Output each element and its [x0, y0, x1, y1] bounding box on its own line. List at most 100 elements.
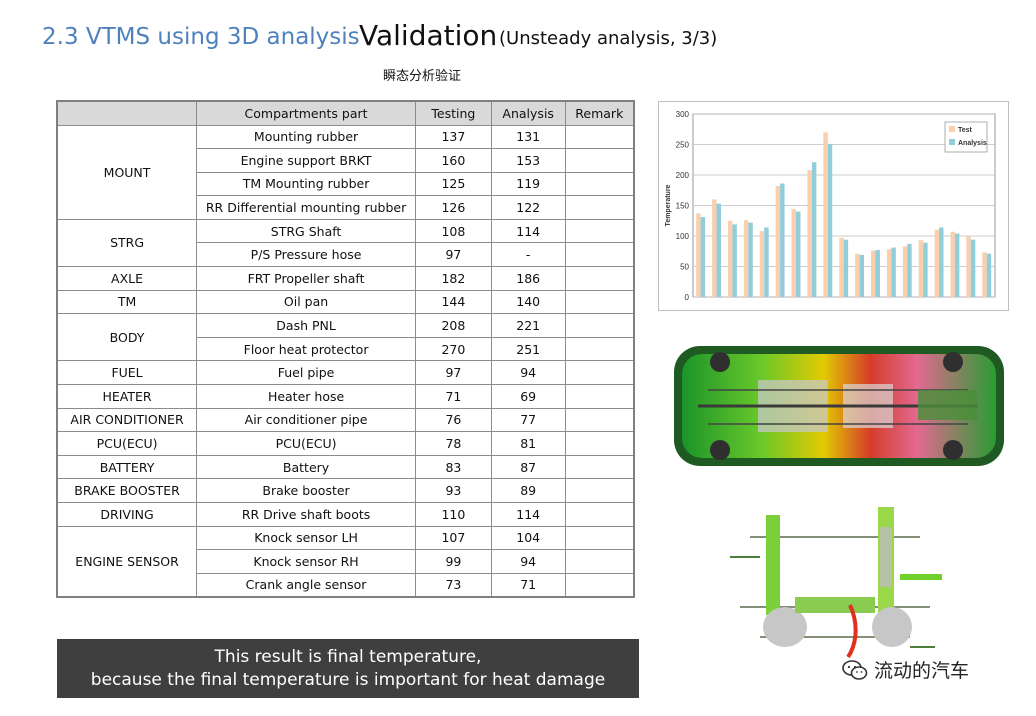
- part-cell: Air conditioner pipe: [196, 407, 417, 433]
- suspension-thermal-image: [730, 507, 942, 659]
- remark-cell: [564, 431, 635, 456]
- table-row: Crank angle sensor 73 71: [57, 572, 635, 598]
- remark-cell: [564, 336, 635, 362]
- table-row: TM Mounting rubber 125 119: [57, 171, 635, 197]
- test-bar: [823, 132, 828, 297]
- y-tick-label: 200: [676, 171, 690, 180]
- analysis-cell: 87: [490, 454, 566, 480]
- analysis-bar: [859, 254, 865, 297]
- analysis-cell: 186: [490, 266, 566, 291]
- remark-cell: [564, 384, 635, 409]
- test-bar: [791, 209, 796, 297]
- analysis-bar: [764, 227, 769, 297]
- analysis-cell: 131: [490, 124, 566, 150]
- test-bar: [855, 253, 860, 297]
- test-bar: [918, 240, 924, 297]
- remark-cell: [564, 124, 635, 150]
- testing-cell: 125: [415, 171, 492, 197]
- remark-cell: [564, 360, 635, 386]
- legend-swatch: [949, 126, 955, 132]
- category-cell: AIR CONDITIONER: [56, 407, 198, 433]
- page-subtitle: (Unsteady analysis, 3/3): [499, 28, 718, 49]
- y-axis-label: Temperature: [665, 184, 672, 226]
- table-row: STRG STRG Shaft 108 114: [56, 218, 635, 268]
- conclusion-note: This result is final temperature, becaus…: [57, 639, 639, 698]
- analysis-cell: 114: [490, 218, 566, 244]
- analysis-cell: -: [490, 242, 566, 268]
- analysis-bar: [780, 183, 785, 297]
- testing-cell: 99: [415, 549, 492, 574]
- analysis-bar: [732, 224, 737, 297]
- test-bar: [886, 249, 892, 297]
- testing-cell: 108: [415, 218, 492, 244]
- testing-cell: 144: [415, 289, 492, 315]
- part-cell: RR Drive shaft boots: [196, 502, 417, 527]
- analysis-bar: [923, 242, 928, 297]
- category-cell: FUEL: [56, 360, 198, 386]
- remark-cell: [564, 148, 635, 173]
- analysis-bar: [970, 239, 976, 297]
- part-cell: RR Differential mounting rubber: [196, 195, 417, 220]
- category-cell: TM: [56, 289, 198, 315]
- table-row: DRIVING RR Drive shaft boots 110 114: [56, 502, 635, 527]
- header-analysis: Analysis: [490, 100, 566, 126]
- part-cell: PCU(ECU): [196, 431, 417, 456]
- remark-cell: [564, 266, 635, 291]
- analysis-bar: [795, 211, 801, 297]
- section-title: 2.3 VTMS using 3D analysis: [42, 24, 360, 50]
- testing-cell: 73: [415, 572, 492, 598]
- test-bar: [743, 220, 749, 297]
- testing-cell: 83: [415, 454, 492, 480]
- car-underbody-thermal-image: [674, 346, 1004, 466]
- table-row: BRAKE BOOSTER Brake booster 93 89: [56, 478, 635, 503]
- testing-cell: 71: [415, 384, 492, 409]
- test-bar: [950, 231, 955, 297]
- header-blank: [56, 100, 198, 126]
- legend-label: Analysis: [958, 140, 987, 147]
- analysis-bar: [827, 143, 833, 297]
- part-cell: STRG Shaft: [196, 218, 417, 244]
- table-row: FUEL Fuel pipe 97 94: [56, 360, 635, 386]
- test-bar: [807, 170, 812, 297]
- category-cell: STRG: [56, 218, 198, 268]
- table-row: RR Differential mounting rubber 126 122: [57, 195, 635, 220]
- analysis-cell: 81: [490, 431, 566, 456]
- category-cell: HEATER: [56, 384, 198, 409]
- remark-cell: [564, 407, 635, 433]
- category-cell: PCU(ECU): [56, 431, 198, 456]
- legend-swatch: [949, 139, 955, 145]
- table-header-row: Compartments part Testing Analysis Remar…: [56, 100, 635, 126]
- remark-cell: [564, 572, 635, 598]
- table-row: HEATER Heater hose 71 69: [56, 384, 635, 409]
- y-tick-label: 50: [680, 263, 689, 272]
- category-cell: BRAKE BOOSTER: [56, 478, 198, 503]
- part-cell: TM Mounting rubber: [196, 171, 417, 197]
- watermark-text: 流动的汽车: [874, 660, 970, 682]
- analysis-bar: [843, 239, 849, 297]
- y-tick-label: 150: [676, 202, 690, 211]
- remark-cell: [564, 242, 635, 268]
- category-cell: DRIVING: [56, 502, 198, 527]
- remark-cell: [564, 289, 635, 315]
- table-row: BODY Dash PNL 208 221: [56, 313, 635, 362]
- test-bar: [982, 252, 987, 297]
- header-part: Compartments part: [196, 100, 417, 126]
- analysis-cell: 77: [490, 407, 566, 433]
- chart-svg: 0 50 100 150 200 250 300 Temperature Test Analysi…: [665, 110, 996, 302]
- analysis-cell: 153: [490, 148, 566, 173]
- note-line-1: This result is final temperature,: [214, 647, 482, 667]
- testing-cell: 78: [415, 431, 492, 456]
- analysis-bar: [891, 247, 896, 297]
- test-bar: [839, 237, 844, 297]
- testing-cell: 126: [415, 195, 492, 220]
- part-cell: Knock sensor RH: [196, 549, 417, 574]
- note-line-2: because the final temperature is importa…: [90, 670, 606, 690]
- testing-cell: 182: [415, 266, 492, 291]
- category-cell: AXLE: [56, 266, 198, 291]
- analysis-cell: 104: [490, 525, 566, 551]
- remark-cell: [564, 195, 635, 220]
- table-row: PCU(ECU) PCU(ECU) 78 81: [56, 431, 635, 456]
- remark-cell: [564, 549, 635, 574]
- table-row: Floor heat protector 270 251: [57, 336, 635, 362]
